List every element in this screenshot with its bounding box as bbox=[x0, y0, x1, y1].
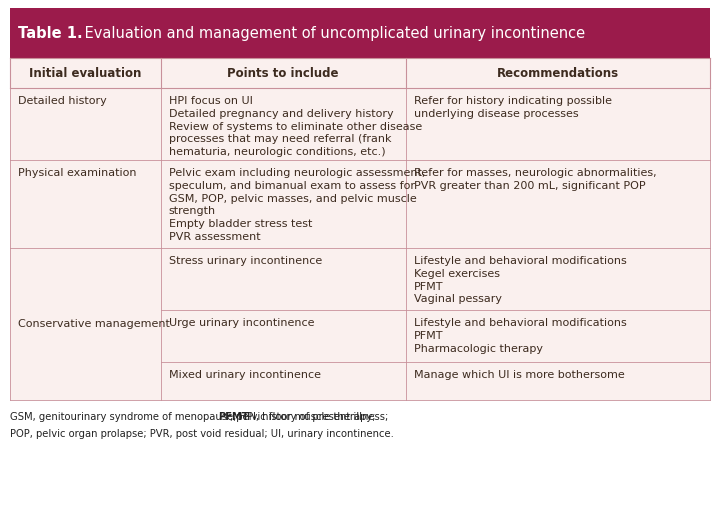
Text: Mixed urinary incontinence: Mixed urinary incontinence bbox=[168, 370, 320, 380]
Text: Pelvic exam including neurologic assessment,
speculum, and bimanual exam to asse: Pelvic exam including neurologic assessm… bbox=[168, 168, 425, 242]
Bar bbox=[10, 160, 710, 248]
Text: Recommendations: Recommendations bbox=[497, 67, 618, 80]
Text: Physical examination: Physical examination bbox=[18, 168, 137, 178]
Text: Conservative management: Conservative management bbox=[18, 319, 170, 329]
Text: Points to include: Points to include bbox=[228, 67, 338, 80]
Text: Urge urinary incontinence: Urge urinary incontinence bbox=[168, 318, 314, 328]
Text: Table 1.: Table 1. bbox=[18, 26, 83, 40]
Text: Refer for masses, neurologic abnormalities,
PVR greater than 200 mL, significant: Refer for masses, neurologic abnormaliti… bbox=[413, 168, 656, 191]
Bar bbox=[10, 58, 710, 88]
Text: Manage which UI is more bothersome: Manage which UI is more bothersome bbox=[413, 370, 624, 380]
Bar bbox=[10, 248, 710, 400]
Text: , pelvic floor muscle therapy;: , pelvic floor muscle therapy; bbox=[230, 412, 376, 422]
Text: Lifestyle and behavioral modifications
PFMT
Pharmacologic therapy: Lifestyle and behavioral modifications P… bbox=[413, 318, 626, 354]
Text: POP, pelvic organ prolapse; PVR, post void residual; UI, urinary incontinence.: POP, pelvic organ prolapse; PVR, post vo… bbox=[10, 430, 394, 440]
Text: Stress urinary incontinence: Stress urinary incontinence bbox=[168, 256, 322, 266]
Bar bbox=[10, 8, 710, 58]
Bar bbox=[10, 88, 710, 160]
Text: PFMT: PFMT bbox=[218, 412, 249, 422]
Text: HPI focus on UI
Detailed pregnancy and delivery history
Review of systems to eli: HPI focus on UI Detailed pregnancy and d… bbox=[168, 96, 422, 157]
Text: Refer for history indicating possible
underlying disease processes: Refer for history indicating possible un… bbox=[413, 96, 611, 119]
Text: Evaluation and management of uncomplicated urinary incontinence: Evaluation and management of uncomplicat… bbox=[80, 26, 585, 40]
Text: GSM, genitourinary syndrome of menopause; HPI, history of present illness;: GSM, genitourinary syndrome of menopause… bbox=[10, 412, 392, 422]
Text: Detailed history: Detailed history bbox=[18, 96, 107, 106]
Text: Lifestyle and behavioral modifications
Kegel exercises
PFMT
Vaginal pessary: Lifestyle and behavioral modifications K… bbox=[413, 256, 626, 304]
Text: Initial evaluation: Initial evaluation bbox=[29, 67, 141, 80]
